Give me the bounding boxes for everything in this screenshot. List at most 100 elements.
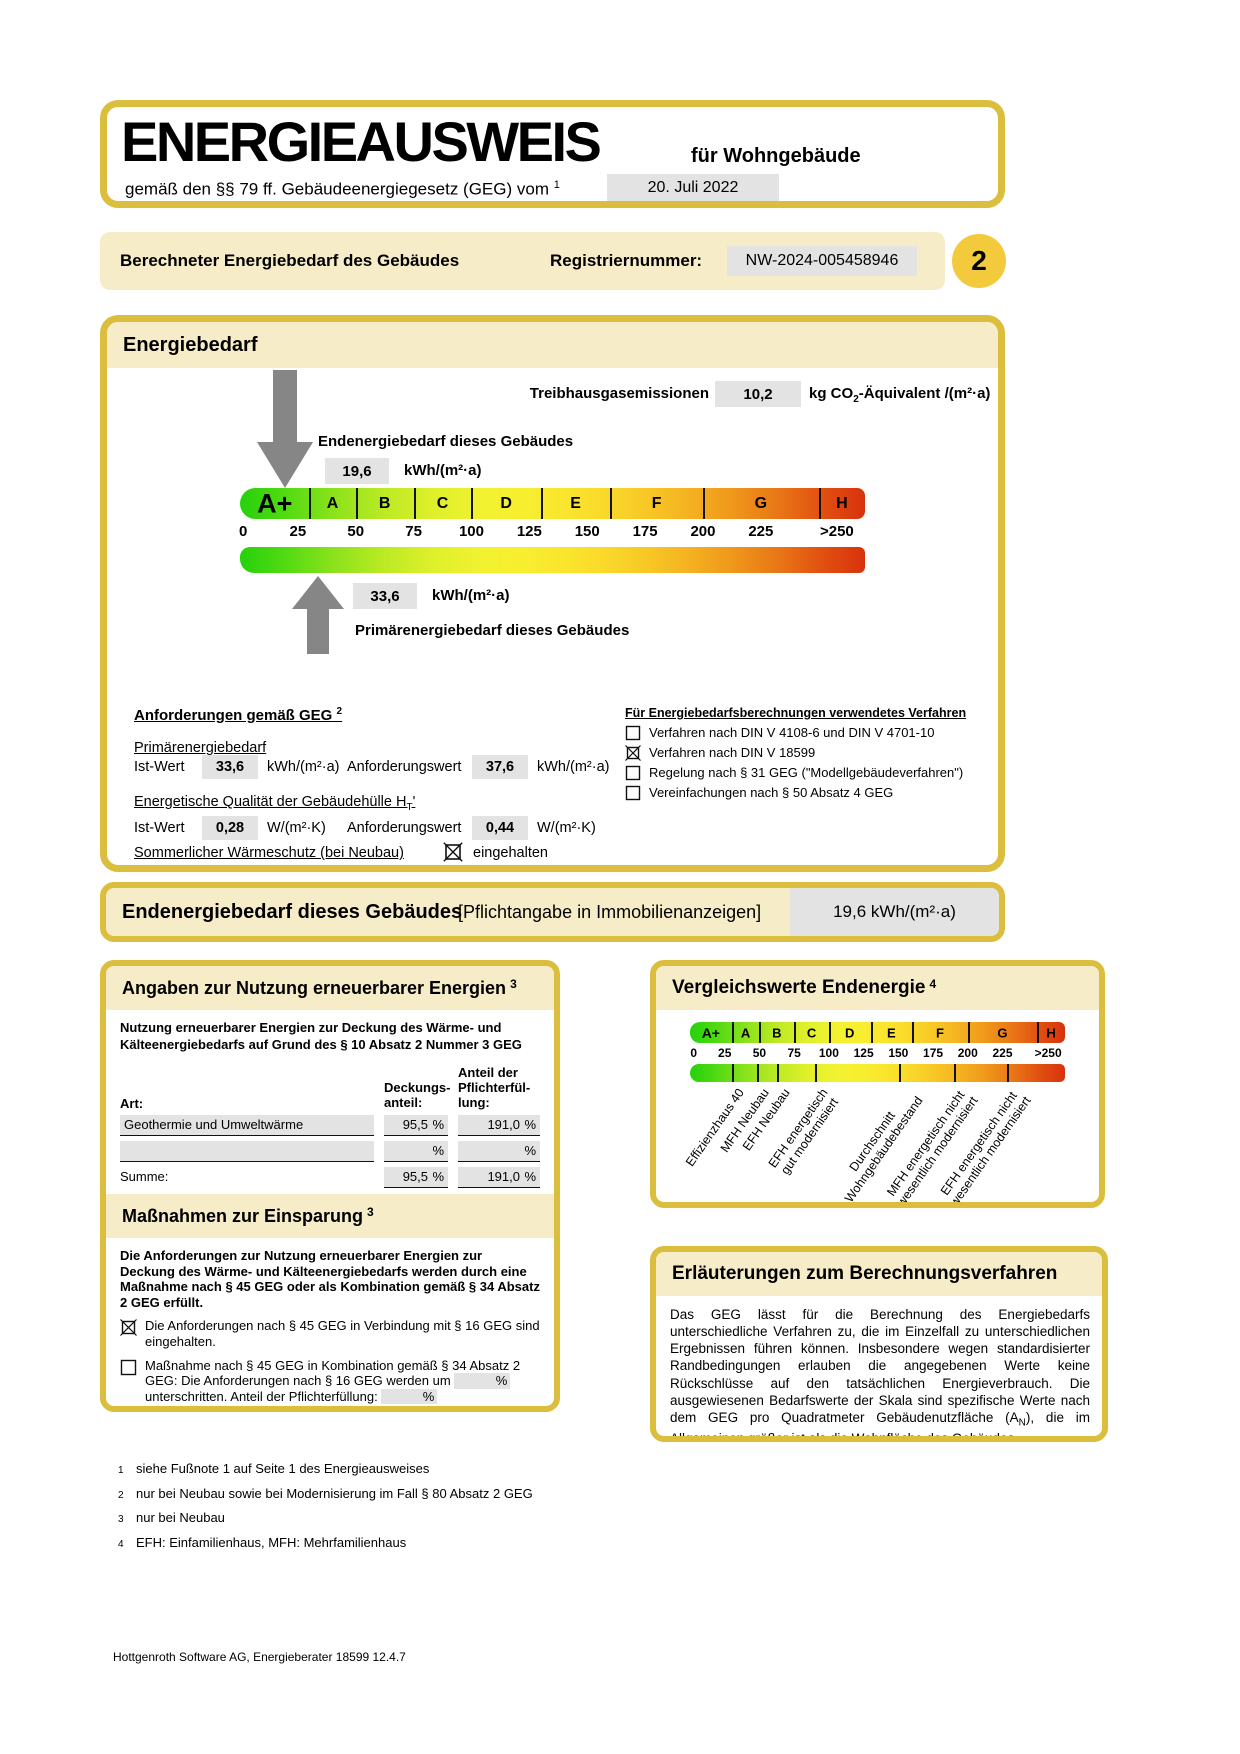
checkbox-empty-icon[interactable] bbox=[625, 725, 641, 741]
percent-field-1: % bbox=[454, 1373, 511, 1389]
row2-deckung-pct: % bbox=[432, 1143, 444, 1159]
scale-tick-labels: 0 25 50 75 100 125 150 175 200 225 >250 bbox=[239, 523, 865, 541]
renewables-footnote-marker: 3 bbox=[510, 977, 517, 991]
disclosure-value-field: 19,6 kWh/(m²·a) bbox=[790, 888, 999, 936]
ghg-value-field: 10,2 bbox=[715, 381, 801, 407]
comparison-title: Vergleichswerte Endenergie bbox=[672, 977, 926, 998]
primary-energy-value-field: 33,6 bbox=[353, 583, 417, 609]
ist-label: Ist-Wert bbox=[134, 759, 185, 775]
savings-header: Maßnahmen zur Einsparung 3 bbox=[106, 1194, 554, 1238]
scale-divider bbox=[309, 488, 312, 519]
tick-125: 125 bbox=[516, 523, 542, 540]
comparison-marker-bar bbox=[690, 1064, 1065, 1082]
sum-deckung-pct: % bbox=[432, 1169, 444, 1185]
checkbox-checked-icon[interactable] bbox=[120, 1319, 137, 1337]
ghg-unit-sub: 2 bbox=[853, 394, 859, 405]
footnote-3-text: nur bei Neubau bbox=[136, 1510, 225, 1525]
ghg-label: Treibhausgasemissionen bbox=[529, 385, 709, 402]
summer-heat-status: eingehalten bbox=[473, 845, 548, 861]
savings-option-2: Maßnahme nach § 45 GEG in Kombination ge… bbox=[120, 1358, 540, 1405]
page-title-suffix: für Wohngebäude bbox=[691, 145, 861, 167]
class-label-d: D bbox=[845, 1025, 855, 1040]
class-label-h: H bbox=[1046, 1025, 1056, 1040]
col-deckungsanteil: Deckungs- anteil: bbox=[384, 1079, 451, 1110]
scale-divider bbox=[355, 488, 358, 519]
checkbox-empty-icon[interactable] bbox=[625, 765, 641, 781]
savings-option-1-label: Die Anforderungen nach § 45 GEG in Verbi… bbox=[145, 1318, 540, 1349]
savings-title: Maßnahmen zur Einsparung bbox=[122, 1205, 364, 1226]
footnote-3-num: 3 bbox=[118, 1514, 124, 1525]
tick-50: 50 bbox=[752, 1046, 767, 1060]
row2-deckung-field: % bbox=[384, 1140, 448, 1162]
scale-divider bbox=[828, 1022, 831, 1043]
scale-divider bbox=[1037, 1022, 1040, 1043]
envelope-ist-value-field: 0,28 bbox=[202, 816, 258, 840]
tick-175: 175 bbox=[923, 1046, 944, 1060]
ghg-unit-a: kg CO bbox=[809, 385, 854, 402]
checkbox-empty-icon[interactable] bbox=[120, 1359, 137, 1376]
page-number-badge: 2 bbox=[952, 234, 1006, 288]
sum-deckung-value: 95,5 bbox=[402, 1169, 428, 1185]
primary-ist-value-field: 33,6 bbox=[202, 755, 258, 779]
explanation-text-a: Das GEG lässt für die Berechnung des Ene… bbox=[670, 1307, 1090, 1425]
class-label-f: F bbox=[936, 1025, 944, 1040]
marker-tick bbox=[814, 1064, 817, 1082]
class-label-aplus: A+ bbox=[701, 1024, 720, 1041]
checkbox-empty-icon[interactable] bbox=[625, 785, 641, 801]
tick-250plus: >250 bbox=[819, 523, 854, 540]
scale-divider bbox=[818, 488, 821, 519]
row1-deckung-field: 95,5% bbox=[384, 1114, 448, 1136]
scale-divider bbox=[759, 1022, 762, 1043]
class-label-d: D bbox=[500, 494, 512, 512]
renewables-intro: Nutzung erneuerbarer Energien zur Deckun… bbox=[120, 1020, 522, 1052]
footnote-1-num: 1 bbox=[118, 1465, 124, 1476]
software-footer: Hottgenroth Software AG, Energieberater … bbox=[113, 1650, 406, 1664]
row1-deckung-value: 95,5 bbox=[402, 1117, 428, 1133]
law-footnote-marker: 1 bbox=[553, 179, 560, 191]
scale-divider bbox=[870, 1022, 873, 1043]
savings-body: Die Anforderungen zur Nutzung erneuerbar… bbox=[106, 1238, 554, 1406]
tick-225: 225 bbox=[748, 523, 774, 540]
class-label-b: B bbox=[378, 494, 391, 512]
row2-art-field bbox=[120, 1140, 374, 1162]
tick-150: 150 bbox=[888, 1046, 909, 1060]
savings-option-2-text-b: unterschritten. Anteil der Pflichterfüll… bbox=[145, 1388, 378, 1404]
renewables-body: Nutzung erneuerbarer Energien zur Deckun… bbox=[106, 1010, 554, 1188]
ist-label-2: Ist-Wert bbox=[134, 820, 185, 836]
tick-150: 150 bbox=[574, 523, 600, 540]
end-energy-label: Endenergiebedarf dieses Gebäudes bbox=[318, 433, 574, 450]
ghg-unit-b: -Äquivalent /(m²·a) bbox=[858, 385, 991, 402]
renewables-table: Art: Deckungs- anteil: Anteil der Pflich… bbox=[120, 1065, 540, 1188]
footnotes: 1 siehe Fußnote 1 auf Seite 1 des Energie… bbox=[118, 1458, 533, 1556]
requirements-footnote-marker: 2 bbox=[336, 706, 343, 717]
req-label-2: Anforderungswert bbox=[347, 820, 462, 836]
method-option-4: Vereinfachungen nach § 50 Absatz 4 GEG bbox=[625, 785, 893, 801]
req-label: Anforderungswert bbox=[347, 759, 462, 775]
class-label-aplus: A+ bbox=[257, 488, 293, 518]
row1-pflicht-pct: % bbox=[524, 1117, 536, 1133]
renewables-header: Angaben zur Nutzung erneuerbarer Energie… bbox=[106, 966, 554, 1010]
row2-pflicht-field: % bbox=[458, 1140, 540, 1162]
comparison-section: Vergleichswerte Endenergie 4 A+ A B C D … bbox=[650, 960, 1105, 1208]
page-title: ENERGIEAUSWEIS bbox=[121, 110, 602, 173]
comparison-header: Vergleichswerte Endenergie 4 bbox=[656, 966, 1099, 1010]
primary-energy-arrow-icon bbox=[292, 576, 344, 654]
registry-label: Registriernummer: bbox=[550, 251, 703, 270]
end-energy-unit: kWh/(m²·a) bbox=[404, 462, 482, 479]
requirements-title: Anforderungen gemäß GEG 2 bbox=[134, 706, 342, 724]
renewables-section: Angaben zur Nutzung erneuerbarer Energie… bbox=[100, 960, 560, 1412]
scale-divider bbox=[912, 1022, 915, 1043]
summer-heat-checkbox-checked-icon[interactable] bbox=[443, 842, 463, 862]
row1-pflicht-field: 191,0% bbox=[458, 1114, 540, 1136]
row1-pflicht-value: 191,0 bbox=[487, 1117, 520, 1133]
footnote-2-num: 2 bbox=[118, 1489, 124, 1501]
marker-tick bbox=[777, 1064, 780, 1082]
method-option-1: Verfahren nach DIN V 4108-6 und DIN V 47… bbox=[625, 725, 934, 741]
summer-heat-heading: Sommerlicher Wärmeschutz (bei Neubau) bbox=[134, 845, 404, 861]
class-label-g: G bbox=[997, 1025, 1008, 1040]
checkbox-checked-icon[interactable] bbox=[625, 745, 641, 761]
marker-tick bbox=[731, 1064, 734, 1082]
row2-pflicht-pct: % bbox=[524, 1143, 536, 1159]
marker-tick bbox=[1006, 1064, 1009, 1082]
tick-0: 0 bbox=[690, 1046, 698, 1060]
